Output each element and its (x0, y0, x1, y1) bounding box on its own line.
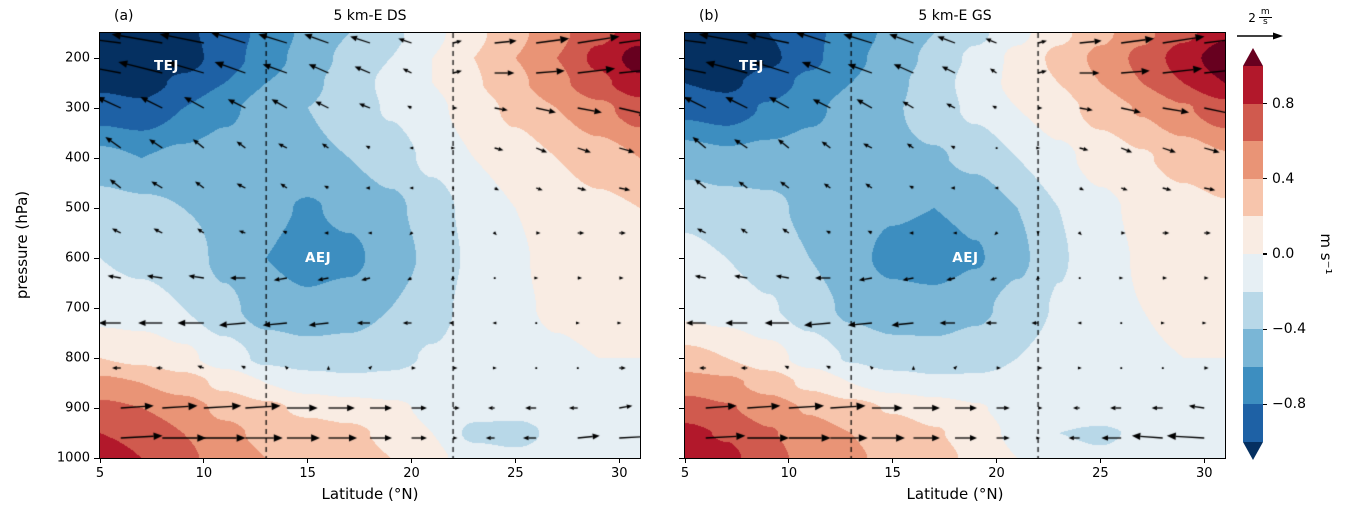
x-tick-label: 5 (95, 466, 105, 481)
y-tick-mark (679, 107, 684, 109)
panel-a: (a) 5 km-E DS Latitude (°N) 5 10 15 20 25 30 2… (57, 8, 641, 503)
colorbar-tick-label: 0.8 (1272, 95, 1295, 112)
colorbar-tick-mark (1263, 103, 1267, 105)
y-tick-mark (94, 457, 99, 459)
x-tick-label: 25 (1092, 466, 1109, 481)
colorbar-band (1243, 366, 1263, 405)
colorbar-extend-min-arrow (1243, 442, 1263, 460)
colorbar-band (1243, 253, 1263, 292)
x-tick-mark (892, 458, 894, 463)
y-tick-label: 1000 (56, 450, 90, 466)
x-tick-mark (307, 458, 309, 463)
x-tick-label: 30 (1195, 466, 1213, 481)
x-tick-label: 10 (195, 466, 213, 481)
y-axis-label: pressure (hPa) (13, 190, 31, 300)
y-tick-label: 400 (65, 150, 90, 166)
x-tick-mark (788, 458, 790, 463)
y-tick-mark (94, 407, 99, 409)
x-tick-mark (514, 458, 516, 463)
colorbar-tick-mark (1263, 178, 1267, 180)
x-tick-label: 20 (403, 466, 420, 481)
quiver-key: 2 m s (1236, 7, 1284, 41)
panel-a-contour-canvas (99, 32, 641, 459)
quiver-key-unit-numerator: m (1258, 7, 1272, 19)
colorbar-band (1243, 178, 1263, 217)
annotation-tej: TEJ (153, 57, 179, 74)
colorbar-tick-label: −0.4 (1272, 321, 1306, 338)
y-tick-mark (94, 257, 99, 259)
y-tick-label: 700 (65, 300, 90, 316)
colorbar-tick-label: 0.0 (1272, 246, 1295, 262)
x-tick-label: 30 (610, 466, 628, 481)
panel-a-x-axis-label: Latitude (°N) (321, 485, 419, 503)
y-tick-label: 600 (65, 250, 90, 266)
x-tick-label: 10 (780, 466, 798, 481)
y-tick-label: 800 (65, 350, 90, 366)
panel-b-x-axis-label: Latitude (°N) (906, 485, 1004, 503)
x-tick-label: 15 (884, 466, 901, 481)
colorbar-tick-mark (1263, 403, 1267, 405)
colorbar-band (1243, 329, 1263, 367)
quiver-key-value: 2 (1248, 10, 1256, 25)
y-tick-mark (679, 207, 684, 209)
y-tick-mark (679, 157, 684, 159)
x-tick-label: 5 (680, 466, 690, 481)
quiver-key-units: m s (1258, 7, 1272, 28)
quiver-key-unit-denominator: s (1262, 17, 1268, 28)
annotation-aej: AEJ (304, 250, 332, 266)
colorbar-gradient (1243, 66, 1263, 442)
x-tick-mark (411, 458, 413, 463)
quiver-key-arrow-icon (1237, 32, 1283, 40)
x-tick-mark (1203, 458, 1205, 463)
y-tick-mark (94, 307, 99, 309)
y-tick-mark (679, 457, 684, 459)
panel-a-title: 5 km-E DS (333, 8, 407, 24)
colorbar-band (1243, 216, 1263, 254)
colorbar-tick-label: −0.8 (1272, 396, 1306, 413)
x-tick-mark (99, 458, 101, 463)
colorbar-band (1243, 103, 1263, 142)
y-tick-mark (679, 357, 684, 359)
y-tick-mark (94, 57, 99, 59)
colorbar-tick-mark (1263, 328, 1267, 330)
y-tick-mark (94, 357, 99, 359)
y-tick-mark (94, 107, 99, 109)
y-tick-mark (679, 407, 684, 409)
y-tick-mark (94, 207, 99, 209)
x-tick-label: 25 (507, 466, 524, 481)
colorbar-tick-label: 0.4 (1272, 170, 1295, 187)
colorbar-band (1243, 141, 1263, 179)
x-tick-mark (1099, 458, 1101, 463)
panel-a-letter: (a) (114, 8, 134, 24)
x-tick-mark (684, 458, 686, 463)
x-tick-mark (618, 458, 620, 463)
panel-b-title: 5 km-E GS (918, 8, 992, 24)
annotation-aej: AEJ (952, 250, 979, 266)
y-tick-mark (94, 157, 99, 159)
y-tick-label: 300 (65, 100, 90, 116)
x-tick-label: 20 (988, 466, 1005, 481)
colorbar-band (1243, 291, 1263, 330)
annotation-tej: TEJ (738, 57, 764, 74)
colorbar-tick-mark (1263, 253, 1267, 255)
y-tick-mark (679, 307, 684, 309)
colorbar: 0.8 0.4 0.0 −0.4 −0.8 (1243, 48, 1343, 460)
panel-b-contour-canvas (684, 32, 1226, 459)
colorbar-extend-max-arrow (1243, 48, 1263, 66)
x-tick-mark (996, 458, 998, 463)
y-tick-mark (679, 257, 684, 259)
colorbar-band (1243, 66, 1263, 104)
colorbar-band (1243, 404, 1263, 442)
x-tick-label: 15 (299, 466, 316, 481)
y-tick-label: 500 (65, 200, 90, 216)
quiver-key-label: 2 m s (1248, 7, 1272, 28)
panel-b-letter: (b) (699, 8, 719, 24)
panel-b: (b) 5 km-E GS Latitude (°N) 5 10 15 20 25 30 T… (679, 8, 1226, 503)
y-tick-label: 200 (65, 50, 90, 66)
y-tick-mark (679, 57, 684, 59)
x-tick-mark (203, 458, 205, 463)
colorbar-unit-label: m s⁻¹ (1317, 233, 1335, 275)
y-tick-label: 900 (65, 400, 90, 416)
